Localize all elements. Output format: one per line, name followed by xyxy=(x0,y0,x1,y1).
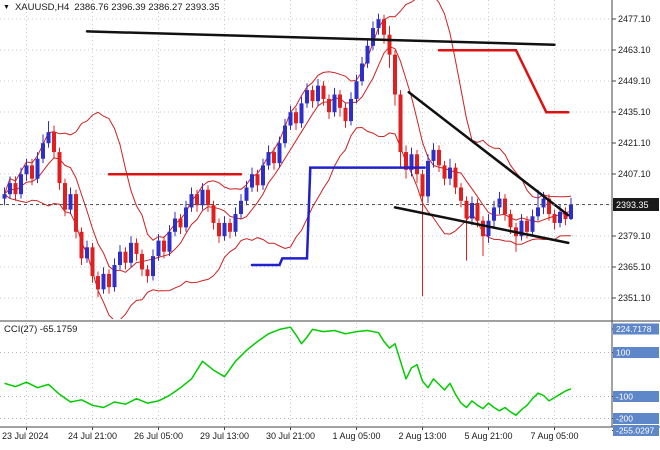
time-axis-label: 7 Aug 05:00 xyxy=(530,431,578,441)
candlestick-layer xyxy=(2,13,573,298)
symbol-timeframe-label: XAUUSD,H4 xyxy=(14,2,70,13)
price-axis-label: 2435.10 xyxy=(618,107,651,117)
cci-indicator-line xyxy=(4,326,572,416)
price-axis-label: 2477.10 xyxy=(618,14,651,24)
time-axis-label: 5 Aug 21:00 xyxy=(464,431,512,441)
cci-level-value: 224.7178 xyxy=(616,324,652,334)
cci-level-value: -200 xyxy=(616,414,633,424)
black-trendline[interactable] xyxy=(393,206,570,245)
price-axis-label: 2449.10 xyxy=(618,76,651,86)
price-axis-label: 2463.10 xyxy=(618,45,651,55)
price-axis-label: 2365.10 xyxy=(618,262,651,272)
cci-level-box xyxy=(613,391,659,402)
bollinger-bands-layer xyxy=(4,0,572,319)
blue-level-line[interactable] xyxy=(250,166,426,267)
indicator-label[interactable]: CCI(27) -65.1759 xyxy=(4,324,78,335)
cci-level-box xyxy=(613,323,659,335)
time-axis-label: 26 Jul 05:00 xyxy=(134,431,183,441)
current-price-box xyxy=(613,197,659,211)
chart-marker-icon: ▼ xyxy=(3,4,10,11)
time-axis-label: 2 Aug 13:00 xyxy=(398,431,446,441)
cci-level-value: 100 xyxy=(616,348,630,358)
cci-level-value: -255.0297 xyxy=(616,426,655,436)
cci-level-box xyxy=(613,413,659,424)
black-trendline[interactable] xyxy=(85,30,556,46)
time-axis-label: 24 Jul 21:00 xyxy=(68,431,117,441)
red-resistance-line[interactable] xyxy=(437,48,570,114)
grid-layer xyxy=(0,0,612,427)
cci-level-value: -100 xyxy=(616,392,633,402)
chart-header: ▼ XAUUSD,H4 2386.76 2396.39 2386.27 2393… xyxy=(3,2,220,13)
price-axis-label: 2407.10 xyxy=(618,169,651,179)
price-axis-label: 2351.10 xyxy=(618,293,651,303)
time-axis-label: 30 Jul 21:00 xyxy=(266,431,315,441)
price-axis-label: 2421.10 xyxy=(618,138,651,148)
black-trendline[interactable] xyxy=(407,91,570,217)
price-axis-label: 2379.10 xyxy=(618,231,651,241)
ohlc-values: 2386.76 2396.39 2386.27 2393.35 xyxy=(74,2,220,13)
time-axis-label: 23 Jul 2024 xyxy=(2,431,49,441)
time-axis-label: 29 Jul 13:00 xyxy=(200,431,249,441)
cci-level-box xyxy=(613,347,659,358)
cci-level-box xyxy=(613,425,659,437)
current-price-value: 2393.35 xyxy=(616,200,649,210)
time-axis-label: 1 Aug 05:00 xyxy=(332,431,380,441)
drawing-objects-layer[interactable] xyxy=(85,30,570,267)
